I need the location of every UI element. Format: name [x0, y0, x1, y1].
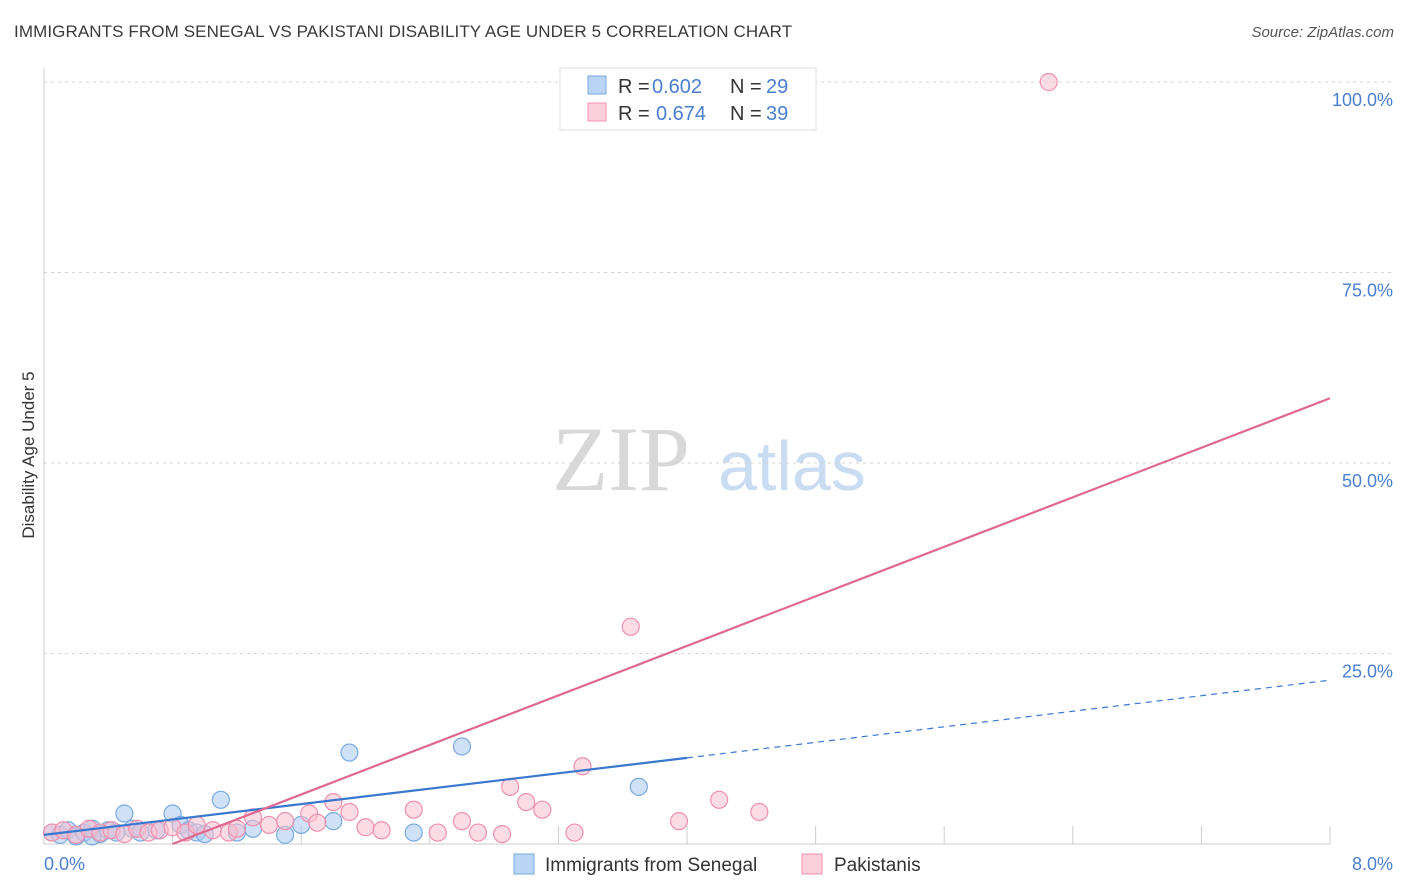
legend-r-label-2: R =	[618, 103, 650, 125]
pakistani-point	[573, 757, 592, 776]
legend-r-label-1: R =	[618, 76, 650, 98]
pakistani-point	[710, 790, 729, 809]
legend-n-value-1: 29	[766, 76, 788, 98]
pakistani-point	[259, 815, 279, 835]
pakistani-point	[669, 812, 689, 831]
pakistani-point	[750, 802, 769, 822]
pakistani-point	[340, 802, 359, 822]
senegal-point	[211, 790, 230, 809]
bottom-legend-label-senegal: Immigrants from Senegal	[545, 855, 757, 876]
bottom-legend-swatch-pakistanis	[801, 853, 823, 875]
senegal-point	[452, 737, 472, 756]
grid-lines	[44, 81, 1393, 654]
y-tick-label-25: 25.0%	[1342, 662, 1393, 682]
pakistani-point	[1039, 72, 1058, 92]
bottom-legend: Immigrants from Senegal Pakistanis	[513, 853, 921, 876]
legend-r-value-2: 0.674	[656, 103, 706, 125]
senegal-point	[404, 823, 423, 842]
x-tick-min: 0.0%	[44, 854, 85, 874]
pakistani-point	[493, 824, 512, 844]
pakistani-point	[468, 823, 488, 842]
pakistani-point	[227, 819, 246, 838]
senegal-point	[324, 812, 343, 831]
pakistani-point	[187, 815, 206, 835]
pakistani-point	[565, 823, 584, 842]
pakistani-point	[372, 821, 391, 840]
pakistani-trend-line	[172, 397, 1331, 846]
pakistani-point	[356, 818, 375, 837]
pakistani-point	[452, 812, 472, 831]
top-legend: R = 0.602 N = 29 R = 0.674 N = 39	[559, 67, 817, 131]
senegal-point	[340, 743, 359, 762]
pakistani-point	[308, 813, 327, 832]
legend-swatch-pakistanis	[587, 102, 607, 122]
chart-title: IMMIGRANTS FROM SENEGAL VS PAKISTANI DIS…	[14, 22, 793, 41]
trend-lines	[43, 397, 1331, 846]
pakistani-point	[428, 823, 447, 842]
bottom-legend-swatch-senegal	[513, 853, 535, 875]
bottom-legend-label-pakistanis: Pakistanis	[834, 855, 921, 876]
senegal-point	[629, 777, 648, 796]
watermark-atlas: atlas	[718, 427, 866, 505]
legend-r-value-1: 0.602	[652, 76, 702, 98]
y-tick-label-75: 75.0%	[1342, 281, 1393, 301]
data-points	[42, 72, 1058, 846]
pakistani-point	[276, 812, 295, 831]
y-axis-label: Disability Age Under 5	[19, 371, 38, 538]
y-tick-label-100: 100.0%	[1332, 90, 1393, 110]
y-tick-labels: 25.0% 50.0% 75.0% 100.0%	[1332, 90, 1393, 682]
pakistani-point	[324, 792, 343, 812]
pakistani-point	[501, 777, 520, 796]
senegal-trend-extension	[686, 679, 1331, 759]
senegal-trend-line	[43, 756, 688, 836]
legend-swatch-senegal	[587, 75, 607, 95]
senegal-point	[115, 804, 134, 823]
pakistani-point	[533, 800, 552, 819]
legend-n-label-2: N =	[730, 103, 762, 125]
y-tick-label-50: 50.0%	[1342, 471, 1393, 491]
pakistani-point	[404, 800, 423, 819]
x-tick-max: 8.0%	[1352, 854, 1393, 874]
legend-n-label-1: N =	[730, 76, 762, 98]
chart-source: Source: ZipAtlas.com	[1251, 24, 1394, 41]
pakistani-point	[621, 617, 640, 636]
watermark-zip: ZIP	[552, 408, 690, 510]
legend-n-value-2: 39	[766, 103, 788, 125]
pakistani-point	[517, 792, 536, 812]
